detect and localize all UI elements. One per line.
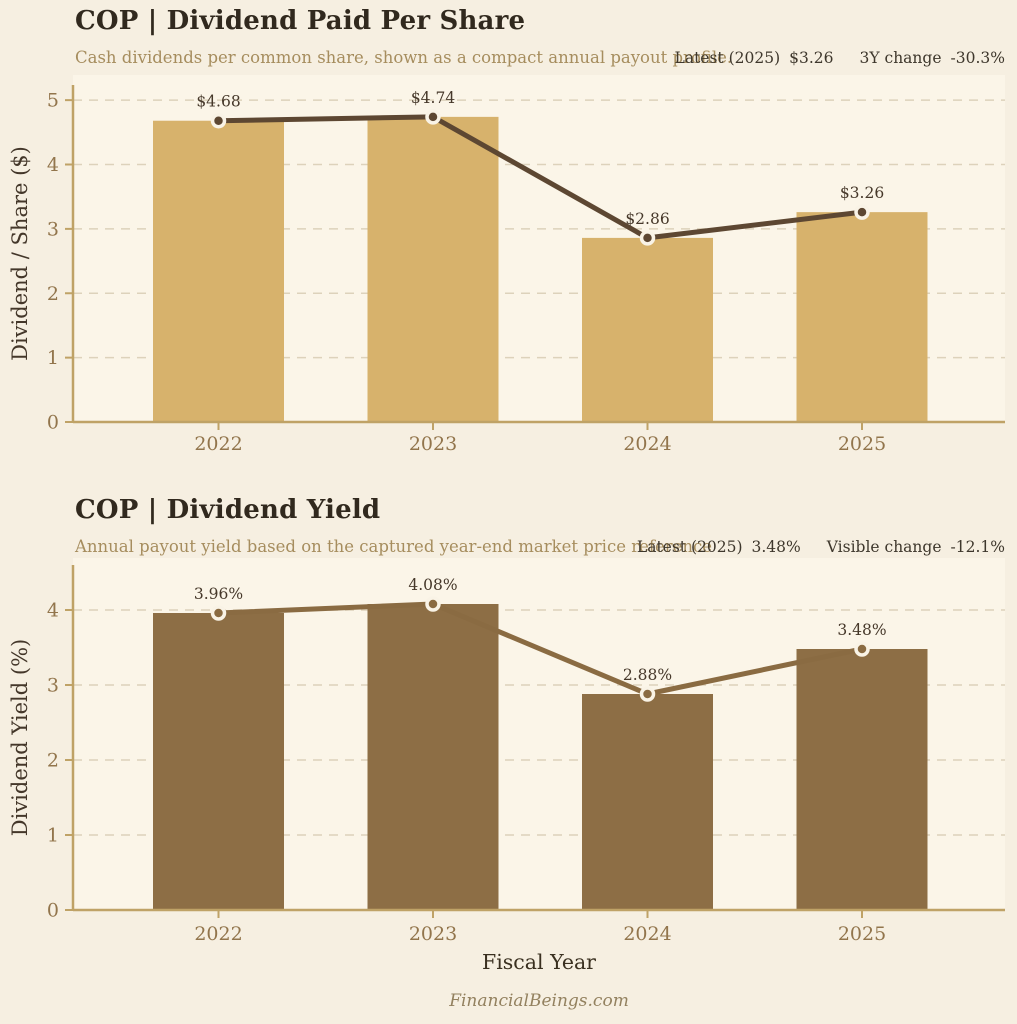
svg-text:$2.86: $2.86 (625, 210, 669, 228)
svg-text:3: 3 (47, 218, 59, 240)
chart-stats-dividend-per-share: Latest (2025) $3.26 3Y change -30.3% (675, 49, 1005, 67)
dividend-per-share-plot: 0 1 2 3 4 5 2022 2023 2024 2025 $4.68 $4.74 $2.86 $3.… (8, 75, 1005, 455)
svg-text:3.96%: 3.96% (194, 585, 243, 603)
svg-text:4.08%: 4.08% (408, 576, 457, 594)
svg-text:4: 4 (47, 154, 59, 176)
svg-text:0: 0 (47, 412, 59, 434)
svg-text:$4.68: $4.68 (196, 93, 240, 111)
dividend-yield-plot: 0 1 2 3 4 2022 2023 2024 2025 3.96% 4.08% 2.88% 3.48… (8, 558, 1005, 945)
chart-subtitle-dividend-per-share: Cash dividends per common share, shown a… (75, 48, 733, 67)
svg-text:2: 2 (47, 283, 59, 305)
svg-text:2.88%: 2.88% (623, 666, 672, 684)
footer-watermark: FinancialBeings.com (449, 991, 629, 1011)
svg-text:Dividend Yield (%): Dividend Yield (%) (8, 639, 32, 836)
latest-label: Latest (2025) (636, 538, 743, 556)
svg-text:3.48%: 3.48% (837, 621, 886, 639)
chart-title-dividend-per-share: COP | Dividend Paid Per Share (75, 6, 526, 36)
latest-value: $3.26 (789, 49, 834, 67)
svg-text:2022: 2022 (194, 433, 242, 455)
svg-text:2025: 2025 (838, 923, 886, 945)
latest-value: 3.48% (751, 538, 801, 556)
svg-text:2025: 2025 (838, 433, 886, 455)
x-axis-title: Fiscal Year (482, 950, 596, 974)
svg-text:2: 2 (47, 750, 59, 772)
chart-stats-dividend-yield: Latest (2025) 3.48% Visible change -12.1% (637, 538, 1005, 556)
svg-text:1: 1 (47, 347, 59, 369)
svg-text:2023: 2023 (409, 923, 457, 945)
svg-text:$4.74: $4.74 (411, 89, 456, 107)
change-label: Visible change (826, 538, 942, 556)
svg-text:5: 5 (47, 90, 59, 112)
svg-text:2024: 2024 (623, 923, 671, 945)
change-label: 3Y change (859, 49, 942, 67)
latest-label: Latest (2025) (674, 49, 781, 67)
change-value: -30.3% (950, 49, 1005, 67)
svg-text:Dividend / Share ($): Dividend / Share ($) (8, 146, 32, 361)
svg-text:3: 3 (47, 675, 59, 697)
svg-text:2024: 2024 (623, 433, 671, 455)
svg-text:$3.26: $3.26 (840, 184, 884, 202)
chart-subtitle-dividend-yield: Annual payout yield based on the capture… (75, 537, 713, 556)
svg-text:2023: 2023 (409, 433, 457, 455)
svg-text:2022: 2022 (194, 923, 242, 945)
change-value: -12.1% (950, 538, 1005, 556)
svg-text:0: 0 (47, 900, 59, 922)
svg-text:1: 1 (47, 825, 59, 847)
chart-title-dividend-yield: COP | Dividend Yield (75, 495, 381, 525)
svg-text:4: 4 (47, 600, 59, 622)
